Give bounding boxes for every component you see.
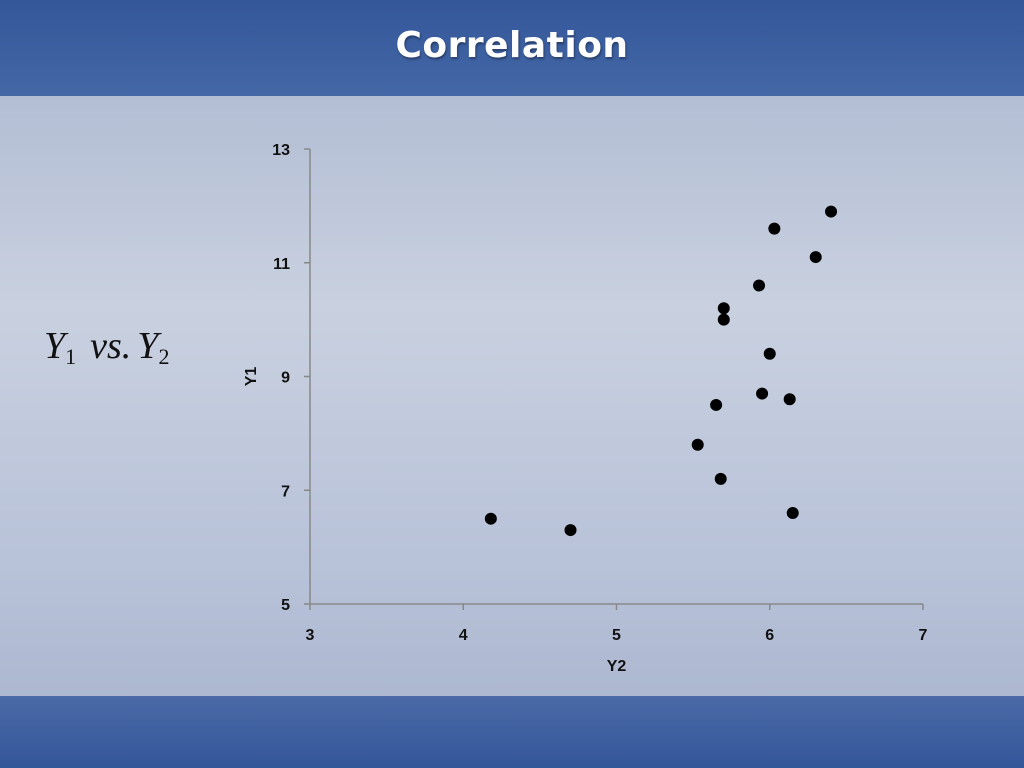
data-point	[714, 472, 727, 485]
data-point	[786, 507, 799, 519]
data-point	[691, 438, 704, 451]
data-point	[768, 222, 781, 235]
y-tick-label: 9	[281, 370, 290, 387]
y-tick-label: 7	[281, 483, 290, 500]
chart-points	[484, 205, 838, 537]
data-point	[809, 251, 822, 264]
y-tick-label: 13	[272, 142, 290, 159]
chart-ticks: 5 7 9 11 13 3 4 5 6 7	[272, 142, 927, 644]
data-point	[710, 398, 723, 411]
x-tick-label: 3	[306, 627, 315, 644]
x-axis-title: Y2	[607, 658, 627, 675]
data-point	[564, 524, 577, 537]
y-tick-label: 5	[281, 597, 290, 614]
side-label-var1: Y	[44, 325, 66, 367]
data-point	[763, 347, 776, 360]
data-point	[717, 302, 730, 315]
x-tick-label: 5	[612, 627, 621, 644]
title-bar: Correlation	[0, 0, 1024, 96]
x-tick-label: 6	[765, 627, 774, 644]
footer-bar	[0, 696, 1024, 768]
side-label: Y1 vs. Y2	[44, 324, 169, 370]
side-label-var2: Y	[137, 325, 159, 367]
slide-title: Correlation	[395, 24, 629, 66]
data-point	[783, 393, 796, 406]
x-tick-label: 4	[459, 627, 468, 644]
side-label-sub1: 1	[65, 344, 77, 369]
data-point	[825, 205, 838, 218]
data-point	[717, 313, 730, 326]
side-label-sub2: 2	[158, 344, 170, 369]
y-axis-title: Y1	[243, 367, 260, 387]
data-point	[756, 387, 769, 400]
side-label-middle: vs.	[90, 325, 132, 367]
y-tick-label: 11	[273, 256, 290, 273]
data-point	[484, 512, 497, 525]
data-point	[753, 279, 766, 292]
x-tick-label: 7	[919, 627, 928, 644]
